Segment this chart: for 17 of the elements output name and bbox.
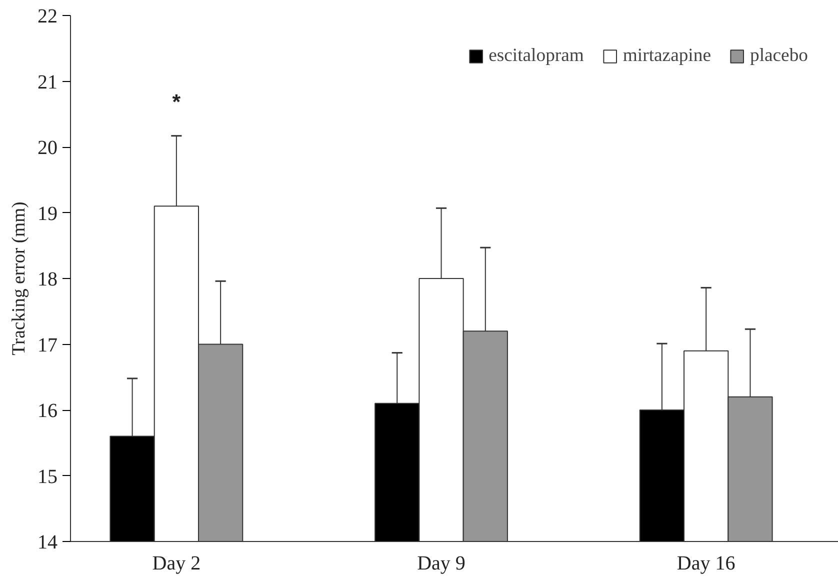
y-tick-label: 15 bbox=[38, 466, 58, 488]
legend-label: mirtazapine bbox=[622, 45, 711, 67]
y-axis-title: Tracking error (mm) bbox=[8, 202, 30, 356]
x-tick-label: Day 9 bbox=[417, 552, 466, 574]
legend-label: placebo bbox=[750, 45, 808, 67]
y-tick-label: 20 bbox=[38, 137, 58, 159]
y-tick-label: 21 bbox=[38, 71, 58, 94]
annotation: * bbox=[172, 90, 182, 114]
x-tick-label: Day 16 bbox=[676, 552, 736, 574]
y-tick-label: 17 bbox=[38, 334, 58, 356]
y-tick-label: 22 bbox=[38, 6, 58, 28]
x-tick-label: Day 2 bbox=[152, 552, 201, 574]
y-tick-label: 19 bbox=[38, 202, 58, 225]
y-tick-label: 18 bbox=[38, 268, 58, 290]
y-tick-label: 14 bbox=[38, 532, 58, 554]
legend-label: escitalopram bbox=[488, 45, 584, 67]
y-tick-label: 16 bbox=[38, 400, 58, 422]
